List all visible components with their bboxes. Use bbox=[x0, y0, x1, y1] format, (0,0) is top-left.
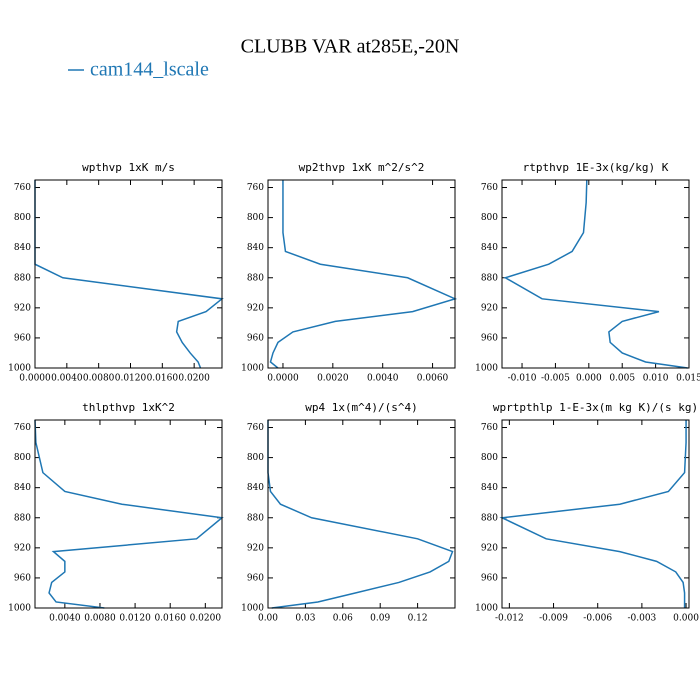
x-tick-label: -0.005 bbox=[541, 374, 570, 384]
y-tick-label: 960 bbox=[481, 573, 498, 583]
y-tick-label: 1000 bbox=[241, 604, 264, 614]
y-tick-label: 800 bbox=[481, 453, 498, 463]
y-tick-label: 760 bbox=[14, 423, 31, 433]
x-tick-label: 0.015 bbox=[676, 374, 700, 384]
y-tick-label: 960 bbox=[247, 333, 264, 343]
y-tick-label: 960 bbox=[247, 573, 264, 583]
y-tick-label: 800 bbox=[247, 453, 264, 463]
profile-line bbox=[34, 180, 224, 369]
y-tick-label: 880 bbox=[14, 273, 31, 283]
panel-title: wprtpthlp 1-E-3x(m kg K)/(s kg) bbox=[493, 401, 698, 414]
x-tick-label: 0.0020 bbox=[317, 374, 349, 384]
x-tick-label: 0.0120 bbox=[119, 614, 151, 624]
y-tick-label: 840 bbox=[247, 483, 264, 493]
y-tick-label: 880 bbox=[247, 273, 264, 283]
y-tick-label: 920 bbox=[14, 303, 31, 313]
x-tick-label: 0.000 bbox=[673, 614, 699, 624]
x-tick-label: 0.0000 bbox=[19, 374, 51, 384]
x-tick-label: 0.0080 bbox=[83, 374, 115, 384]
y-tick-label: 920 bbox=[247, 303, 264, 313]
y-tick-label: 760 bbox=[247, 423, 264, 433]
x-tick-label: -0.009 bbox=[539, 614, 568, 624]
y-tick-label: 760 bbox=[247, 183, 264, 193]
x-tick-label: 0.09 bbox=[370, 614, 390, 624]
y-tick-label: 840 bbox=[247, 243, 264, 253]
y-tick-label: 1000 bbox=[475, 604, 498, 614]
y-tick-label: 1000 bbox=[475, 364, 498, 374]
y-tick-label: 840 bbox=[14, 243, 31, 253]
panel-title: thlpthvp 1xK^2 bbox=[82, 401, 175, 414]
y-tick-label: 880 bbox=[247, 513, 264, 523]
x-tick-label: 0.06 bbox=[333, 614, 353, 624]
panel-title: rtpthvp 1E-3x(kg/kg) K bbox=[523, 161, 669, 174]
y-tick-label: 920 bbox=[481, 543, 498, 553]
x-tick-label: 0.00 bbox=[258, 614, 278, 624]
x-tick-label: 0.0000 bbox=[267, 374, 299, 384]
profile-line bbox=[499, 420, 687, 608]
x-tick-label: 0.0080 bbox=[84, 614, 116, 624]
x-tick-label: 0.0160 bbox=[154, 614, 186, 624]
y-tick-label: 960 bbox=[14, 573, 31, 583]
y-tick-label: 920 bbox=[247, 543, 264, 553]
plot-frame bbox=[34, 179, 223, 369]
figure-title: CLUBB VAR at285E,-20N bbox=[241, 36, 460, 58]
y-tick-label: 960 bbox=[481, 333, 498, 343]
x-tick-label: 0.0160 bbox=[147, 374, 179, 384]
plot-frame bbox=[34, 419, 223, 609]
y-tick-label: 1000 bbox=[8, 364, 31, 374]
profile-line bbox=[267, 420, 454, 609]
y-tick-label: 800 bbox=[247, 213, 264, 223]
x-tick-label: 0.0040 bbox=[49, 614, 81, 624]
x-tick-label: -0.003 bbox=[627, 614, 656, 624]
y-tick-label: 880 bbox=[481, 513, 498, 523]
y-tick-label: 960 bbox=[14, 333, 31, 343]
x-tick-label: 0.0120 bbox=[115, 374, 147, 384]
x-tick-label: 0.12 bbox=[408, 614, 428, 624]
y-tick-label: 880 bbox=[481, 273, 498, 283]
x-tick-label: 0.0200 bbox=[178, 374, 210, 384]
plot-frame bbox=[501, 419, 690, 609]
x-tick-label: 0.0060 bbox=[417, 374, 449, 384]
panel-title: wp2thvp 1xK m^2/s^2 bbox=[299, 161, 425, 174]
plot-frame bbox=[267, 419, 456, 609]
y-tick-label: 800 bbox=[14, 213, 31, 223]
legend-label: cam144_lscale bbox=[90, 59, 209, 81]
y-tick-label: 800 bbox=[481, 213, 498, 223]
x-tick-label: 0.03 bbox=[295, 614, 315, 624]
y-tick-label: 760 bbox=[481, 183, 498, 193]
y-tick-label: 840 bbox=[481, 483, 498, 493]
panel-title: wpthvp 1xK m/s bbox=[82, 161, 175, 174]
y-tick-label: 920 bbox=[14, 543, 31, 553]
y-tick-label: 1000 bbox=[8, 604, 31, 614]
x-tick-label: 0.010 bbox=[643, 374, 669, 384]
y-tick-label: 840 bbox=[481, 243, 498, 253]
x-tick-label: 0.0040 bbox=[51, 374, 83, 384]
plot-frame bbox=[267, 179, 456, 369]
x-tick-label: -0.010 bbox=[508, 374, 537, 384]
y-tick-label: 840 bbox=[14, 483, 31, 493]
profile-line bbox=[34, 419, 224, 609]
y-tick-label: 920 bbox=[481, 303, 498, 313]
y-tick-label: 800 bbox=[14, 453, 31, 463]
x-tick-label: -0.012 bbox=[495, 614, 524, 624]
profile-line bbox=[503, 179, 688, 369]
y-tick-label: 880 bbox=[14, 513, 31, 523]
x-tick-label: -0.006 bbox=[583, 614, 612, 624]
y-tick-label: 1000 bbox=[241, 364, 264, 374]
y-tick-label: 760 bbox=[14, 183, 31, 193]
x-tick-label: 0.005 bbox=[609, 374, 635, 384]
x-tick-label: 0.0200 bbox=[190, 614, 222, 624]
x-tick-label: 0.000 bbox=[576, 374, 602, 384]
plot-frame bbox=[501, 179, 690, 369]
y-tick-label: 760 bbox=[481, 423, 498, 433]
x-tick-label: 0.0040 bbox=[367, 374, 399, 384]
profile-line bbox=[269, 180, 458, 369]
panel-title: wp4 1x(m^4)/(s^4) bbox=[305, 401, 418, 414]
